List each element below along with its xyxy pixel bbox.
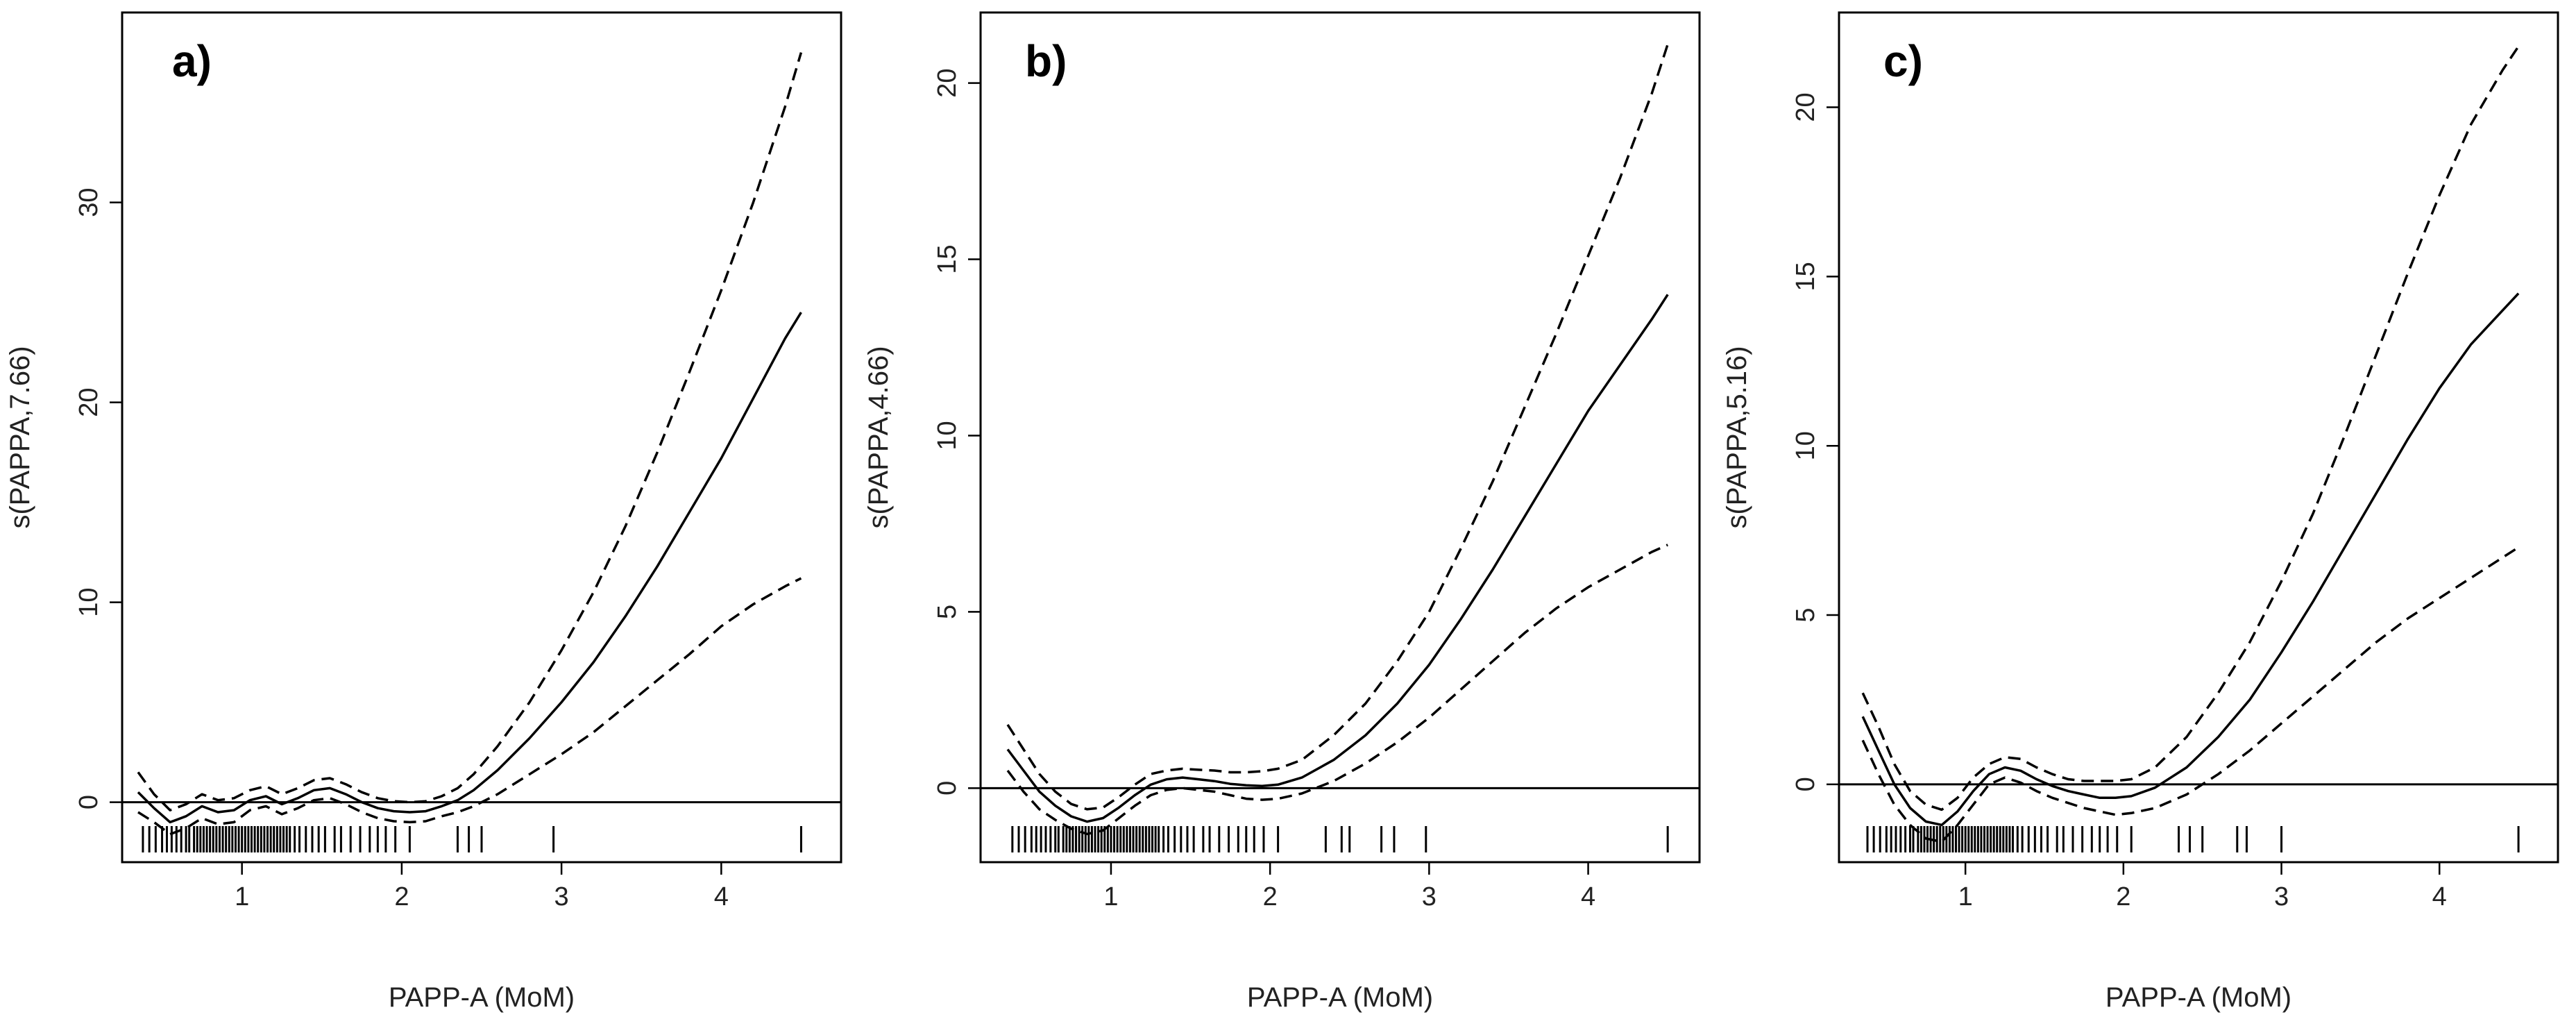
- confidence-band-upper: [1861, 45, 2520, 811]
- x-tick-label: 2: [394, 882, 409, 911]
- confidence-band-upper: [1006, 44, 1669, 811]
- plot-frame: [121, 11, 842, 864]
- y-axis-title: s(PAPPA,7.66): [5, 346, 35, 528]
- y-axis-title: s(PAPPA,4.66): [863, 346, 894, 528]
- x-tick-label: 3: [1422, 882, 1437, 911]
- panel-a: 0 10 20 30 1 2 3 4 PAPP-A (MoM) s(PAPPA,7.66) a): [0, 0, 858, 1026]
- gam-plot-c: 0 5 10 15 20 1 2 3 4 PAPP-A (MoM) s(PAPPA,5.16) c): [1722, 11, 2559, 1013]
- y-tick-label: 5: [933, 605, 962, 619]
- x-tick-label: 2: [2116, 882, 2130, 911]
- y-tick-label: 10: [933, 421, 962, 450]
- y-tick-label: 20: [933, 68, 962, 97]
- x-tick-label: 4: [2432, 882, 2447, 911]
- x-tick-label: 4: [1581, 882, 1595, 911]
- gam-plot-b: 0 5 10 15 20 1 2 3 4 PAPP-A (MoM) s(PAPPA,4.66) b): [863, 11, 1701, 1013]
- confidence-band-upper: [137, 52, 803, 811]
- x-tick-label: 3: [554, 882, 569, 911]
- smooth-fit-line: [1861, 292, 2520, 827]
- panel-label: b): [1025, 36, 1067, 86]
- y-tick-label: 10: [1791, 431, 1820, 460]
- y-tick-label: 15: [1791, 262, 1820, 291]
- x-tick-label: 1: [235, 882, 249, 911]
- y-tick-label: 0: [74, 795, 103, 809]
- x-tick-label: 1: [1958, 882, 1973, 911]
- x-tick-label: 1: [1103, 882, 1118, 911]
- smooth-fit-line: [137, 312, 802, 824]
- x-tick-label: 3: [2274, 882, 2289, 911]
- plot-frame: [979, 11, 1701, 864]
- confidence-band-lower: [137, 577, 802, 836]
- panel-label: c): [1883, 36, 1923, 86]
- y-tick-label: 10: [74, 587, 103, 616]
- confidence-band-lower: [1006, 544, 1668, 836]
- gam-plot-a: 0 10 20 30 1 2 3 4 PAPP-A (MoM) s(PAPPA,7.66) a): [5, 11, 842, 1013]
- y-tick-label: 0: [1791, 777, 1820, 791]
- x-axis-title: PAPP-A (MoM): [2105, 982, 2291, 1013]
- panel-label: a): [172, 36, 212, 86]
- y-tick-label: 30: [74, 187, 103, 217]
- y-tick-label: 5: [1791, 607, 1820, 622]
- panel-c: 0 5 10 15 20 1 2 3 4 PAPP-A (MoM) s(PAPPA,5.16) c): [1717, 0, 2576, 1026]
- confidence-band-lower: [1861, 546, 2520, 843]
- x-axis-title: PAPP-A (MoM): [1247, 982, 1433, 1013]
- y-axis-title: s(PAPPA,5.16): [1722, 346, 1752, 528]
- y-tick-label: 15: [933, 244, 962, 274]
- smooth-fit-line: [1006, 294, 1669, 823]
- x-tick-label: 2: [1263, 882, 1278, 911]
- y-tick-label: 20: [74, 387, 103, 417]
- panel-b: 0 5 10 15 20 1 2 3 4 PAPP-A (MoM) s(PAPPA,4.66) b): [858, 0, 1717, 1026]
- x-axis-title: PAPP-A (MoM): [389, 982, 575, 1013]
- plot-frame: [1838, 11, 2559, 864]
- x-tick-label: 4: [714, 882, 729, 911]
- y-tick-label: 0: [933, 781, 962, 796]
- y-tick-label: 20: [1791, 92, 1820, 121]
